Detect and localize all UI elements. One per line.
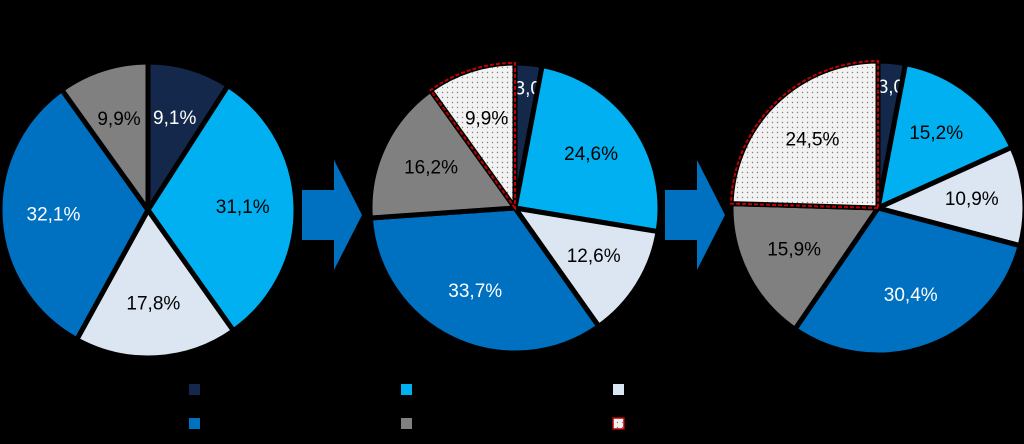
pie-slice <box>59 59 151 213</box>
legend-swatch <box>189 384 200 395</box>
data-label: 15,9% <box>767 240 821 261</box>
pie-slice <box>512 205 661 329</box>
pie-slice <box>367 87 518 221</box>
legend-swatch <box>401 384 412 395</box>
pie-slice <box>512 63 663 235</box>
legend <box>189 384 625 430</box>
data-label: 9,9% <box>465 109 508 130</box>
data-label: 17,8% <box>126 294 180 315</box>
data-label: 31,1% <box>216 197 270 218</box>
pie-slice-border <box>429 61 516 212</box>
data-label: 10,9% <box>945 189 999 210</box>
data-label: 24,5% <box>786 130 840 151</box>
pie-slice <box>0 87 151 343</box>
arrow <box>302 160 362 270</box>
data-label: 30,4% <box>884 285 938 306</box>
data-label: 32,1% <box>27 205 81 226</box>
pie-slice <box>875 144 1024 249</box>
data-label: 9,1% <box>153 108 196 129</box>
data-label: 9,9% <box>97 109 140 130</box>
data-label: 33,7% <box>448 281 502 302</box>
pie-slice <box>875 61 1015 211</box>
pie-slice <box>728 201 881 332</box>
legend-swatch <box>401 418 412 429</box>
data-label: 16,2% <box>404 158 458 179</box>
data-label: 15,2% <box>909 123 963 144</box>
legend-swatch <box>612 417 625 430</box>
data-label: 12,6% <box>567 246 621 267</box>
legend-swatch <box>613 384 624 395</box>
data-label: 24,6% <box>564 144 618 165</box>
pie-slice <box>145 83 299 334</box>
arrow <box>665 160 725 270</box>
pie-slice <box>792 205 1023 358</box>
pie-slice-border <box>730 59 879 210</box>
pie-slice <box>74 207 236 361</box>
pie-slice <box>367 205 602 356</box>
legend-swatch <box>189 418 200 429</box>
